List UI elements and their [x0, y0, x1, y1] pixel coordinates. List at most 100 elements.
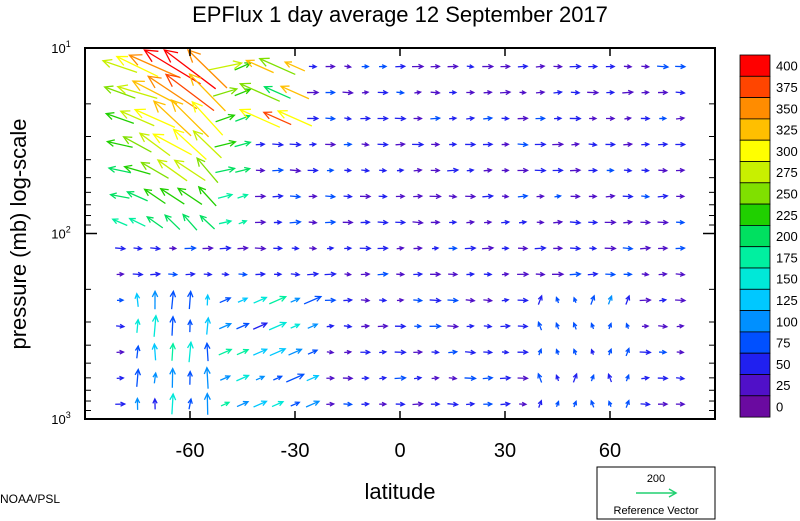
flux-vector	[115, 55, 159, 78]
flux-vector	[325, 219, 337, 225]
flux-vector	[569, 115, 582, 122]
flux-vector	[188, 72, 226, 112]
flux-vector	[377, 323, 389, 329]
flux-vector	[288, 348, 303, 356]
flux-vector	[466, 323, 475, 329]
flux-vector	[290, 297, 301, 303]
flux-vector	[623, 167, 633, 173]
credit-label: NOAA/PSL	[0, 492, 60, 506]
flux-vector	[116, 84, 158, 100]
flux-vector	[236, 400, 250, 408]
flux-vector	[482, 375, 494, 381]
flux-vector	[518, 245, 529, 251]
flux-vector	[273, 219, 283, 225]
flux-vector	[176, 187, 203, 205]
flux-vector	[413, 297, 424, 303]
flux-vector	[657, 219, 669, 226]
flux-vector	[447, 63, 459, 70]
flux-vector	[555, 348, 560, 356]
flux-vector	[305, 400, 321, 408]
flux-vector	[517, 167, 530, 174]
flux-vector	[535, 63, 546, 70]
flux-vector	[283, 61, 306, 72]
x-axis-ticks: -60 -30 0 30 60	[176, 48, 621, 462]
flux-vector	[203, 366, 211, 389]
flux-vector	[499, 89, 512, 96]
colorbar-swatch	[739, 161, 771, 184]
flux-vector	[430, 401, 441, 407]
flux-vector	[448, 349, 459, 355]
flux-vector	[482, 141, 494, 148]
flux-vector	[343, 323, 353, 329]
x-tick-label: -30	[281, 440, 310, 462]
flux-vector	[501, 142, 510, 147]
flux-vector	[263, 85, 291, 99]
flux-vector	[675, 115, 686, 121]
flux-vector	[466, 90, 476, 95]
flux-vector	[554, 116, 563, 121]
flux-vector	[151, 314, 159, 337]
flux-vector	[182, 213, 198, 231]
colorbar-swatch	[739, 97, 771, 120]
flux-vector	[430, 63, 441, 70]
flux-vector	[192, 130, 222, 159]
flux-vector	[132, 271, 144, 277]
flux-vector	[236, 322, 250, 330]
flux-vector	[115, 401, 127, 407]
colorbar: 4003753503253002752502252001751501251007…	[739, 54, 798, 418]
flux-vector	[169, 289, 177, 310]
flux-vector	[255, 141, 266, 147]
flux-vector	[377, 271, 389, 277]
flux-vector	[344, 116, 353, 121]
flux-vector	[326, 323, 335, 329]
flux-vector	[588, 219, 599, 225]
flux-vector	[253, 348, 269, 356]
flux-vector	[237, 297, 249, 303]
flux-vector	[588, 63, 599, 70]
flux-vector	[203, 341, 211, 362]
colorbar-swatch	[739, 224, 771, 248]
flux-vector	[553, 64, 564, 70]
colorbar-label: 125	[776, 293, 798, 308]
flux-vector	[607, 294, 613, 305]
flux-vector	[361, 142, 370, 147]
flux-vector	[429, 323, 442, 329]
flux-vector	[272, 167, 285, 174]
flux-vector	[413, 349, 424, 355]
flux-vector	[203, 392, 211, 415]
flux-vector	[306, 374, 320, 382]
flux-vector	[537, 347, 543, 356]
flux-vector	[483, 401, 494, 407]
flux-vector	[134, 318, 141, 333]
flux-vector	[449, 116, 458, 121]
flux-vector	[606, 90, 616, 95]
flux-vector	[657, 193, 669, 199]
flux-vector	[537, 399, 543, 408]
y-tick-exponent: 3	[66, 410, 71, 420]
flux-vector	[448, 193, 458, 199]
flux-vector	[164, 73, 215, 112]
flux-vector	[482, 245, 495, 251]
flux-vector	[465, 297, 476, 303]
flux-vector	[430, 167, 441, 173]
flux-vector	[572, 348, 578, 356]
flux-vector	[344, 168, 353, 173]
flux-vector	[675, 63, 687, 70]
flux-vector	[236, 348, 250, 356]
flux-vector	[412, 219, 424, 226]
flux-vector	[605, 64, 616, 70]
flux-vector	[625, 399, 630, 408]
flux-vector	[624, 116, 633, 121]
flux-vector	[309, 142, 318, 147]
flux-vector	[150, 271, 162, 277]
flux-vector	[555, 374, 560, 382]
flux-vector	[590, 322, 595, 330]
flux-vector	[307, 349, 319, 355]
flux-vector	[253, 400, 268, 408]
flux-vector	[396, 297, 405, 303]
flux-vector	[395, 63, 407, 70]
flux-vector	[448, 245, 458, 251]
flux-vector	[536, 219, 545, 225]
flux-vector	[641, 141, 651, 147]
flux-vector	[676, 193, 686, 199]
